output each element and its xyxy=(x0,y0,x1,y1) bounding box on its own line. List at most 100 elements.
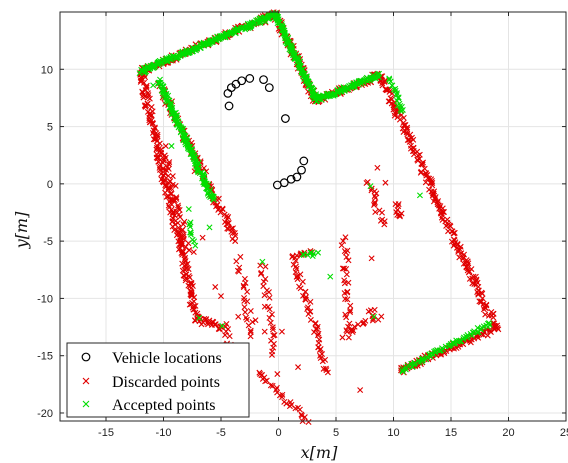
discarded-point xyxy=(314,332,321,339)
discarded-point xyxy=(173,194,180,201)
discarded-point xyxy=(343,271,350,278)
discarded-point xyxy=(305,419,312,425)
discarded-point xyxy=(186,247,193,254)
discarded-point xyxy=(172,182,179,189)
accepted-point xyxy=(219,322,226,329)
accepted-point xyxy=(409,363,416,370)
discarded-point xyxy=(445,228,452,235)
discarded-point xyxy=(165,165,172,172)
discarded-point xyxy=(373,190,380,197)
discarded-point xyxy=(244,298,251,305)
discarded-point xyxy=(252,317,259,324)
discarded-point xyxy=(279,394,286,401)
discarded-point xyxy=(198,321,205,328)
discarded-point xyxy=(269,324,276,331)
accepted-point xyxy=(187,146,194,153)
discarded-point xyxy=(154,131,161,138)
discarded-point xyxy=(341,265,348,272)
discarded-point xyxy=(271,332,278,339)
discarded-point xyxy=(407,131,414,138)
discarded-point xyxy=(465,269,472,276)
vehicle-location-point xyxy=(264,83,274,93)
discarded-point xyxy=(346,320,353,327)
accepted-point xyxy=(386,75,393,82)
accepted-point xyxy=(168,143,175,150)
accepted-point xyxy=(191,238,198,245)
discarded-point xyxy=(374,164,381,171)
x-tick-label: 0 xyxy=(275,427,281,439)
accepted-point xyxy=(185,206,192,213)
discarded-point xyxy=(162,182,169,189)
discarded-point xyxy=(229,225,236,232)
x-tick-label: 25 xyxy=(560,427,568,439)
accepted-point xyxy=(475,329,482,336)
discarded-point xyxy=(343,327,350,334)
accepted-point xyxy=(192,242,199,249)
discarded-point xyxy=(233,258,240,265)
discarded-point xyxy=(371,200,378,207)
discarded-point xyxy=(167,177,174,184)
discarded-point xyxy=(473,276,480,283)
accepted-point xyxy=(367,183,374,190)
discarded-point xyxy=(439,212,446,219)
x-axis-label: x[m] xyxy=(301,443,338,462)
discarded-point xyxy=(315,330,322,337)
discarded-point xyxy=(302,288,309,295)
discarded-point xyxy=(418,160,425,167)
discarded-point xyxy=(149,129,156,136)
discarded-point xyxy=(269,326,276,333)
discarded-point xyxy=(432,194,439,201)
discarded-point xyxy=(166,161,172,168)
discarded-point xyxy=(262,263,269,270)
discarded-point xyxy=(223,320,230,327)
discarded-point xyxy=(178,250,185,257)
legend-accepted-marker xyxy=(82,400,90,408)
discarded-point xyxy=(406,138,413,145)
discarded-point xyxy=(479,290,486,297)
vehicle-location-point xyxy=(224,101,234,111)
discarded-point xyxy=(268,351,275,358)
discarded-point xyxy=(378,313,385,320)
discarded-point xyxy=(301,414,308,421)
discarded-point xyxy=(350,327,357,334)
discarded-point xyxy=(235,313,242,320)
discarded-point xyxy=(247,333,254,340)
discarded-point xyxy=(172,221,179,228)
discarded-point xyxy=(410,136,417,143)
discarded-point xyxy=(305,311,312,318)
discarded-point xyxy=(188,292,195,299)
accepted-point xyxy=(310,250,317,257)
y-tick-label: 5 xyxy=(47,122,53,134)
y-tick-label: -20 xyxy=(37,408,53,420)
discarded-point xyxy=(185,266,192,273)
discarded-point xyxy=(429,182,436,189)
discarded-point xyxy=(218,293,224,300)
discarded-point xyxy=(257,262,264,269)
discarded-point xyxy=(232,232,239,239)
discarded-point xyxy=(339,334,346,341)
discarded-point xyxy=(261,328,268,335)
discarded-point xyxy=(226,333,233,340)
discarded-point xyxy=(345,279,352,286)
discarded-point xyxy=(295,364,302,371)
discarded-point xyxy=(396,213,403,220)
discarded-point xyxy=(364,178,371,185)
accepted-point xyxy=(187,223,194,230)
accepted-point xyxy=(398,108,405,115)
x-tick-label: 10 xyxy=(387,427,399,439)
discarded-point xyxy=(422,179,429,186)
discarded-point xyxy=(307,298,314,305)
discarded-point xyxy=(455,248,462,255)
discarded-point xyxy=(294,276,301,283)
accepted-point xyxy=(196,314,203,321)
discarded-point xyxy=(173,195,180,202)
y-axis-label: y[m] xyxy=(12,211,31,249)
discarded-point xyxy=(314,323,321,330)
discarded-point xyxy=(242,309,249,316)
discarded-point xyxy=(224,220,231,227)
accepted-point xyxy=(399,367,406,374)
discarded-point xyxy=(345,257,352,264)
discarded-point xyxy=(434,201,441,208)
discarded-point xyxy=(273,384,280,391)
